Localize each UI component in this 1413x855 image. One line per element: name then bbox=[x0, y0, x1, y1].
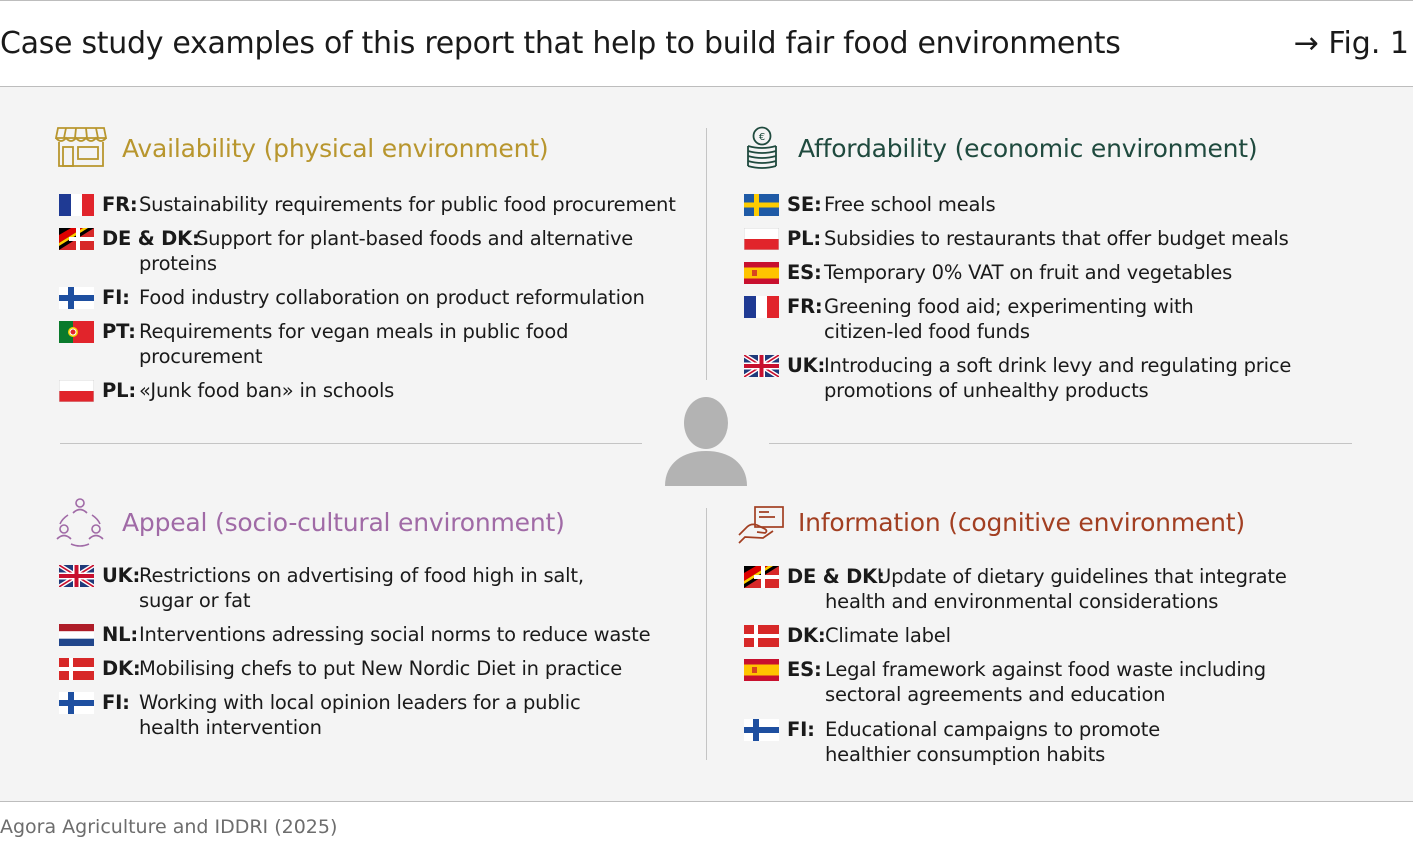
quadrant-title-affordability: Affordability (economic environment) bbox=[798, 134, 1258, 163]
top-rule bbox=[0, 0, 1413, 1]
flag-germany-denmark-icon bbox=[744, 566, 779, 588]
divider-horizontal-right bbox=[769, 443, 1352, 444]
flag-finland-icon bbox=[59, 287, 94, 309]
case-text-continued: procurement bbox=[139, 345, 263, 368]
country-code: DE & DK: bbox=[102, 227, 200, 250]
case-text-continued: healthier consumption habits bbox=[825, 743, 1106, 766]
country-code: FI: bbox=[102, 691, 130, 714]
case-text: Subsidies to restaurants that offer budg… bbox=[824, 227, 1289, 250]
case-text-continued: health and environmental considerations bbox=[825, 590, 1219, 613]
flag-france-icon bbox=[744, 296, 779, 318]
case-text: Temporary 0% VAT on fruit and vegetables bbox=[824, 261, 1233, 284]
case-text: Sustainability requirements for public f… bbox=[139, 193, 676, 216]
svg-text:€: € bbox=[759, 132, 765, 143]
figure-header: Case study examples of this report that … bbox=[0, 0, 1413, 87]
case-text: Legal framework against food waste inclu… bbox=[825, 658, 1266, 681]
flag-spain-icon bbox=[744, 659, 779, 681]
country-code: FR: bbox=[787, 295, 823, 318]
country-code: PL: bbox=[102, 379, 136, 402]
case-text: Food industry collaboration on product r… bbox=[139, 286, 645, 309]
case-text: «Junk food ban» in schools bbox=[139, 379, 395, 402]
quadrant-title-appeal: Appeal (socio-cultural environment) bbox=[122, 508, 565, 537]
country-code: UK: bbox=[102, 564, 141, 587]
country-code: DE & DK: bbox=[787, 565, 885, 588]
person-icon bbox=[665, 397, 747, 486]
shop-icon bbox=[54, 127, 108, 167]
case-text: Greening food aid; experimenting with bbox=[824, 295, 1194, 318]
flag-uk-icon bbox=[59, 565, 94, 587]
flag-denmark-icon bbox=[59, 658, 94, 680]
hand-screen-icon bbox=[738, 506, 784, 544]
case-text-continued: sectoral agreements and education bbox=[825, 683, 1166, 706]
flag-poland-icon bbox=[744, 228, 779, 250]
case-text: Free school meals bbox=[824, 193, 996, 216]
case-text-continued: citizen-led food funds bbox=[824, 320, 1030, 343]
figure-reference: → Fig. 1 bbox=[1293, 26, 1409, 61]
case-text: Requirements for vegan meals in public f… bbox=[139, 320, 569, 343]
footer-rule bbox=[0, 801, 1413, 802]
country-code: UK: bbox=[787, 354, 826, 377]
flag-netherlands-icon bbox=[59, 624, 94, 646]
quadrant-title-availability: Availability (physical environment) bbox=[122, 134, 549, 163]
country-code: SE: bbox=[787, 193, 822, 216]
case-text-continued: proteins bbox=[139, 252, 217, 275]
case-text-continued: sugar or fat bbox=[139, 589, 251, 612]
flag-poland-icon bbox=[59, 380, 94, 402]
flag-sweden-icon bbox=[744, 194, 779, 216]
community-icon bbox=[56, 498, 104, 547]
country-code: DK: bbox=[102, 657, 141, 680]
case-text: Introducing a soft drink levy and regula… bbox=[824, 354, 1292, 377]
flag-uk-icon bbox=[744, 355, 779, 377]
country-code: DK: bbox=[787, 624, 826, 647]
case-text-continued: promotions of unhealthy products bbox=[824, 379, 1149, 402]
country-code: NL: bbox=[102, 623, 138, 646]
flag-finland-icon bbox=[59, 692, 94, 714]
divider-vertical-top bbox=[706, 128, 707, 380]
flag-portugal-icon bbox=[59, 321, 94, 343]
case-text: Update of dietary guidelines that integr… bbox=[877, 565, 1287, 588]
divider-horizontal-left bbox=[60, 443, 642, 444]
case-text: Interventions adressing social norms to … bbox=[139, 623, 651, 646]
country-code: ES: bbox=[787, 658, 822, 681]
flag-spain-icon bbox=[744, 262, 779, 284]
quadrant-title-information: Information (cognitive environment) bbox=[798, 508, 1245, 537]
case-text: Restrictions on advertising of food high… bbox=[139, 564, 584, 587]
country-code: FI: bbox=[787, 718, 815, 741]
case-text: Climate label bbox=[825, 624, 951, 647]
country-code: FI: bbox=[102, 286, 130, 309]
coins-icon: € bbox=[747, 126, 777, 169]
country-code: PL: bbox=[787, 227, 821, 250]
flag-denmark-icon bbox=[744, 625, 779, 647]
header-rule bbox=[0, 86, 1413, 87]
divider-vertical-bottom bbox=[706, 508, 707, 760]
source-credit: Agora Agriculture and IDDRI (2025) bbox=[0, 816, 338, 838]
figure-title: Case study examples of this report that … bbox=[0, 26, 1121, 61]
case-text: Educational campaigns to promote bbox=[825, 718, 1160, 741]
case-text: Support for plant-based foods and altern… bbox=[196, 227, 634, 250]
flag-germany-denmark-icon bbox=[59, 228, 94, 250]
case-text: Working with local opinion leaders for a… bbox=[139, 691, 581, 714]
country-code: PT: bbox=[102, 320, 136, 343]
case-text: Mobilising chefs to put New Nordic Diet … bbox=[139, 657, 623, 680]
case-text-continued: health intervention bbox=[139, 716, 322, 739]
country-code: ES: bbox=[787, 261, 822, 284]
flag-france-icon bbox=[59, 194, 94, 216]
country-code: FR: bbox=[102, 193, 138, 216]
flag-finland-icon bbox=[744, 719, 779, 741]
